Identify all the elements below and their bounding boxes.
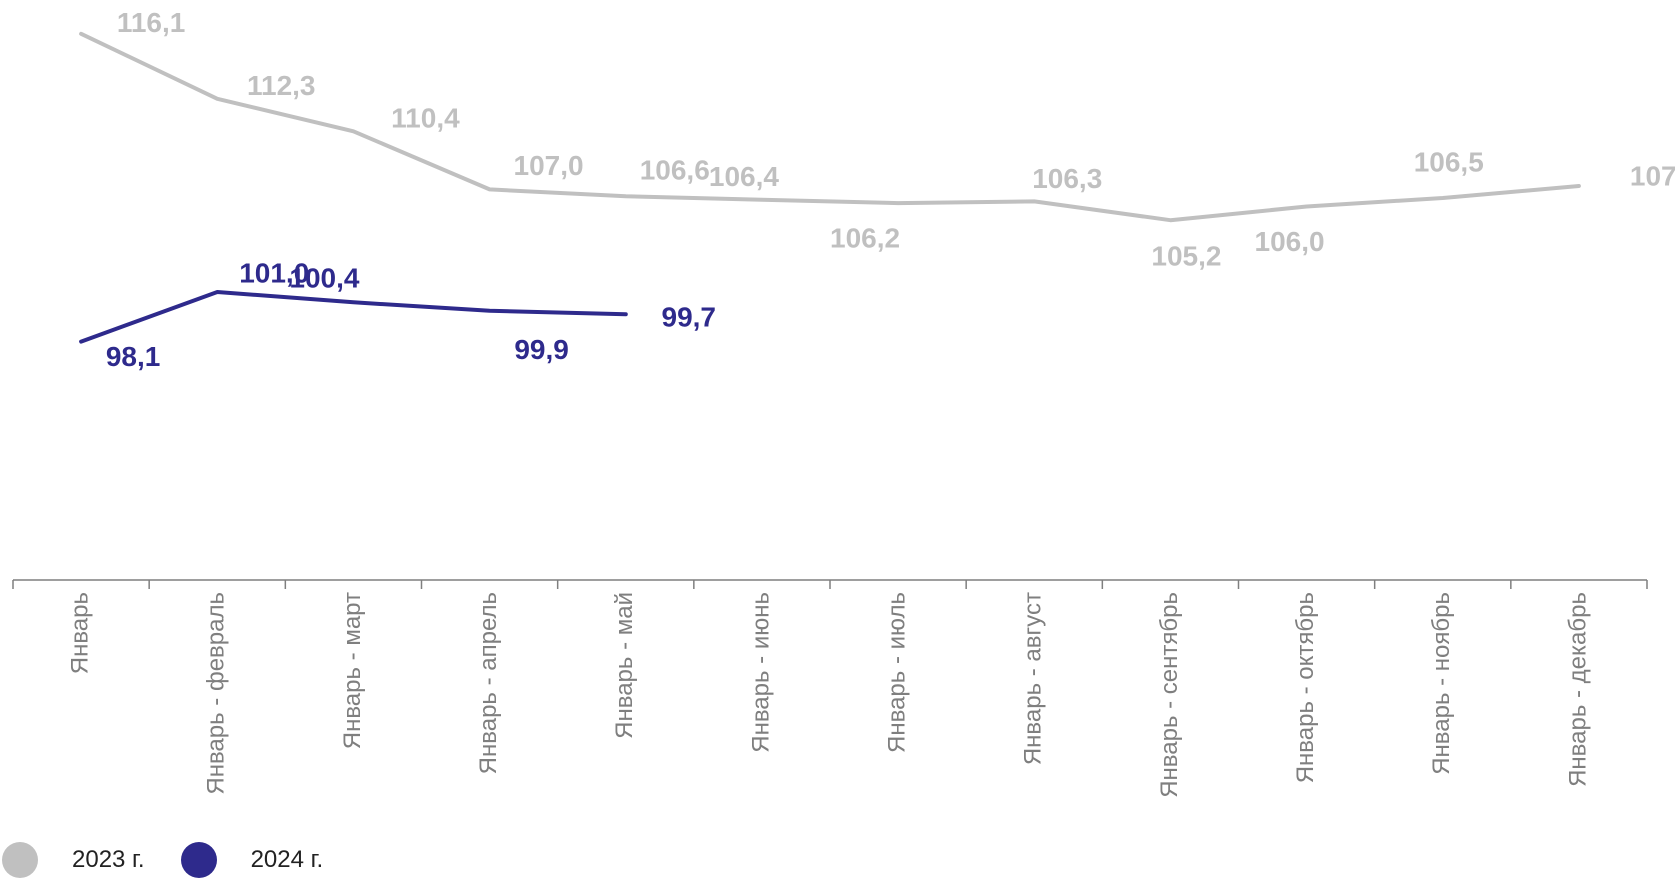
legend-label-2024: 2024 г. (250, 846, 324, 873)
data-label: 107,0 (514, 150, 584, 181)
x-tick-label: Январь - март (339, 592, 366, 749)
line-chart: Январь Январь - февраль Январь - март Январ… (12, 7, 1675, 798)
data-label: 100,4 (289, 263, 359, 294)
x-tick-label: Январь - февраль (203, 592, 230, 795)
x-tick-label: Январь - август (1020, 592, 1047, 765)
data-label: 106,0 (1255, 226, 1325, 257)
data-label: 106,6 (640, 155, 710, 186)
x-tick-label: Январь - май (611, 592, 638, 739)
legend-swatch-2024 (180, 842, 217, 878)
data-label: 106,3 (1032, 163, 1102, 194)
data-label: 107,2 (1630, 160, 1675, 191)
data-label: 112,3 (247, 70, 316, 101)
data-label: 116,1 (117, 7, 186, 38)
data-label: 106,5 (1414, 146, 1484, 177)
x-tick-label: Январь - июнь (747, 592, 774, 753)
legend-swatch-2023 (2, 842, 38, 878)
series-lines (79, 31, 1581, 344)
x-axis: Январь Январь - февраль Январь - март Январ… (12, 579, 1648, 798)
legend-item-2023: 2023 г. (0, 842, 145, 878)
data-label: 106,2 (830, 222, 900, 253)
data-label: 105,2 (1151, 241, 1221, 272)
series-line-0 (79, 31, 1581, 223)
data-label: 106,4 (709, 161, 779, 192)
legend-label-2023: 2023 г. (72, 846, 145, 873)
data-labels: 116,1 112,3 110,4 107,0 106,6 106,4 106,2 106,3… (106, 7, 1675, 372)
x-tick-label: Январь - декабрь (1564, 592, 1591, 787)
x-tick-label: Январь - ноябрь (1428, 592, 1455, 775)
data-label: 99,7 (662, 302, 717, 333)
legend-item-2024: 2024 г. (179, 842, 324, 878)
data-label: 110,4 (391, 103, 460, 134)
data-label: 98,1 (106, 341, 161, 372)
data-label: 99,9 (514, 334, 569, 365)
x-tick-label: Январь - сентябрь (1156, 592, 1183, 798)
x-tick-label: Январь - июль (883, 592, 910, 753)
legend: 2023 г. 2024 г. (0, 838, 357, 882)
data-label: 101,0 (239, 257, 309, 288)
x-tick-label: Январь - октябрь (1292, 592, 1319, 783)
x-tick-label: Январь - апрель (475, 592, 502, 774)
x-tick-label: Январь (66, 592, 93, 674)
